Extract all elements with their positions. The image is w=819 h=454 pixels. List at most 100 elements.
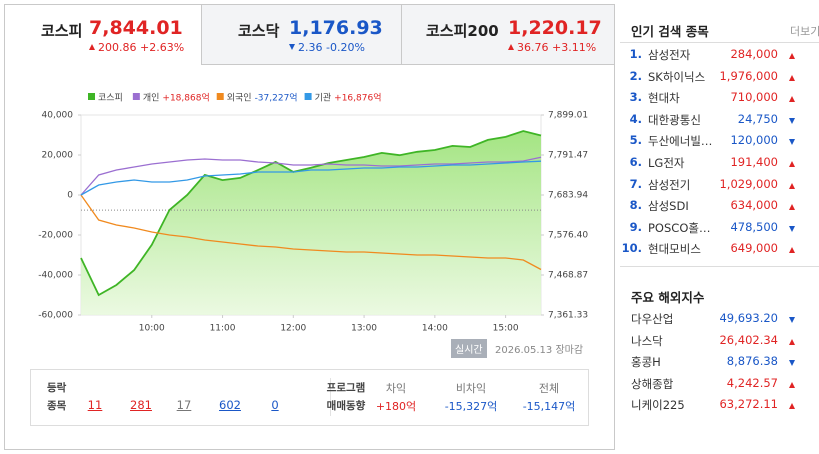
x-tick-label: 10:00 [139,324,165,334]
direction [789,71,798,85]
index-value: 49,693.20 [719,311,778,325]
stock-price: 120,000 [730,133,778,148]
arrow-up [789,204,795,211]
program-label: 비차익 [455,382,487,395]
stock-name[interactable]: POSCO홀… [648,220,711,235]
arrow-down [789,139,795,146]
direction [789,92,798,106]
stock-name[interactable]: 현대차 [648,91,680,106]
x-tick-label: 13:00 [351,324,377,334]
arrow-up [789,161,795,167]
legend-label: 개인 +18,868억 [143,91,210,103]
index-name[interactable]: 다우산업 [631,312,674,326]
program-label: 전체 [538,382,560,395]
direction [789,356,798,370]
index-name[interactable]: 홍콩H [631,355,661,370]
breadth-count[interactable]: 0 [271,398,279,412]
direction [789,114,798,128]
breadth-count[interactable]: 11 [87,398,103,412]
y-tick-label: -20,000 [38,231,73,241]
y2-tick-label: 7,791.47 [548,151,588,161]
stock-price: 1,976,000 [719,68,778,83]
legend-swatch [88,93,95,100]
stock-price: 710,000 [730,90,778,105]
series-line [80,160,542,196]
arrow-down [289,44,295,50]
breadth-count[interactable]: 17 [176,398,192,412]
status: 장마감 [555,345,584,356]
stock-name[interactable]: 현대모비스 [648,242,701,257]
divider [620,42,819,43]
index-name[interactable]: 상해종합 [631,376,674,391]
rank: 8. [629,198,642,213]
rank: 4. [629,111,642,126]
divider [330,378,331,416]
divider [620,266,819,267]
legend-name: 외국인 [227,91,252,103]
index-value: 1,220.17 [508,17,602,39]
direction [789,157,798,171]
stock-name[interactable]: SK하이닉스 [648,69,706,84]
legend-swatch [216,93,224,100]
date: 2026.05.13 [495,345,553,356]
stock-name[interactable]: 삼성전기 [648,177,691,192]
y-tick-label: -60,000 [38,311,73,321]
direction [789,378,798,392]
y2-tick-label: 7,899.01 [548,111,588,121]
program-value: +180억 [375,400,417,413]
arrow-down [789,317,795,323]
arrow-down [789,117,795,124]
index-value: 63,272.11 [719,397,778,412]
index-name[interactable]: 니케이225 [631,398,685,413]
index-name: 코스닥 [238,22,280,40]
program-title: 프로그램 [326,382,366,394]
index-change: 2.36 -0.20% [289,41,365,54]
legend-name: 개인 [143,92,160,103]
index-name: 코스피 [41,22,83,40]
direction [789,335,798,349]
program-value: -15,327억 [444,400,498,413]
index-tab[interactable]: 코스피 7,844.01 200.86 +2.63% [5,5,201,65]
series-line [80,194,542,271]
arrow-down [789,360,795,367]
more-link[interactable]: 더보기 [790,25,819,38]
arrow-up [789,338,795,345]
rank: 1. [629,47,642,61]
index-value: 4,242.57 [726,375,778,390]
breadth-count[interactable]: 602 [219,398,241,412]
legend-label: 기관 +16,876억 [315,91,382,103]
index-tab[interactable]: 코스닥 1,176.93 2.36 -0.20% [201,5,401,65]
stock-name[interactable]: 삼성전자 [648,48,691,62]
direction [789,49,798,63]
arrow-up [789,96,795,103]
stock-name[interactable]: 대한광통신 [648,112,701,127]
index-tab[interactable]: 코스피200 1,220.17 36.76 +3.11% [401,5,614,65]
stock-name[interactable]: 삼성SDI [648,199,689,214]
x-tick-label: 12:00 [280,324,306,334]
legend-label: 코스피 [98,92,123,103]
y2-tick-label: 7,468.87 [548,270,588,280]
chart-date: 2026.05.13 장마감 [495,341,583,356]
x-tick-label: 11:00 [210,324,236,334]
index-name: 코스피200 [426,22,499,40]
index-panel: 코스피 7,844.01 200.86 +2.63% 코스닥 1,176.93 2.36 … [4,4,615,450]
arrow-up [789,53,795,59]
breadth-count[interactable]: 281 [130,398,152,412]
stock-name[interactable]: 두산에너빌… [648,134,713,149]
rank: 2. [629,68,642,83]
index-value: 26,402.34 [719,332,778,347]
index-name[interactable]: 나스닥 [631,333,663,348]
y-tick-label: 0 [67,191,73,201]
breadth-title: 등락 [47,382,67,394]
direction [789,179,798,193]
stock-name[interactable]: LG전자 [648,156,685,170]
arrow-down [789,225,795,232]
direction [789,222,798,236]
stock-price: 649,000 [730,241,778,256]
arrow-up [789,247,795,254]
series-line [80,156,542,196]
arrow-up [789,182,795,189]
y-tick-label: 40,000 [42,111,74,121]
change-value: 36.76 [517,41,549,54]
